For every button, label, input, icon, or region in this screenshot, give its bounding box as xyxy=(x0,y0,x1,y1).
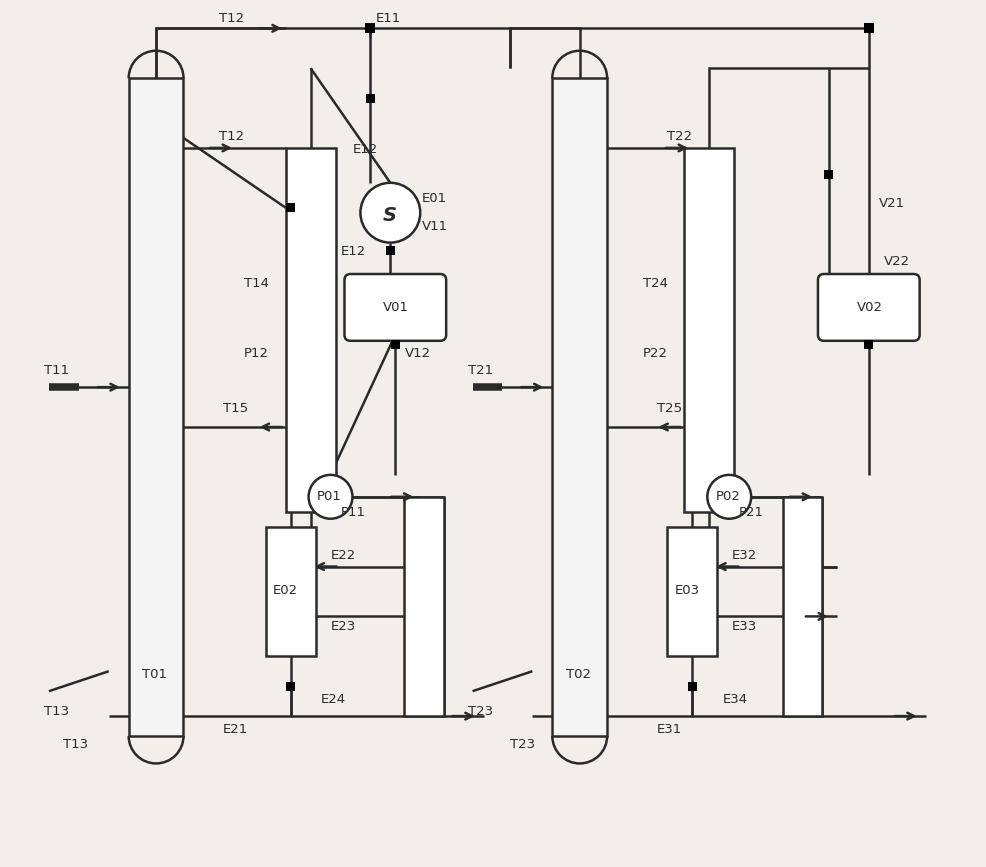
Text: T23: T23 xyxy=(467,705,492,718)
Bar xyxy=(864,341,873,349)
Text: P11: P11 xyxy=(340,505,365,518)
Text: E32: E32 xyxy=(732,549,756,562)
Text: E22: E22 xyxy=(330,549,355,562)
Text: E02: E02 xyxy=(272,584,298,597)
Bar xyxy=(386,246,394,255)
Bar xyxy=(285,148,335,512)
Text: V21: V21 xyxy=(878,197,904,210)
Text: T22: T22 xyxy=(667,130,691,143)
Text: E31: E31 xyxy=(657,723,681,736)
Text: P12: P12 xyxy=(244,347,268,360)
FancyBboxPatch shape xyxy=(817,274,919,341)
Text: T02: T02 xyxy=(565,668,591,681)
Text: T23: T23 xyxy=(510,738,534,751)
Text: T12: T12 xyxy=(219,130,244,143)
Text: T13: T13 xyxy=(44,705,69,718)
Text: T24: T24 xyxy=(642,277,667,290)
Text: T11: T11 xyxy=(44,364,69,377)
Text: T01: T01 xyxy=(142,668,167,681)
Bar xyxy=(683,148,734,512)
Text: T21: T21 xyxy=(467,364,492,377)
Text: T12: T12 xyxy=(219,12,244,25)
Circle shape xyxy=(360,183,420,243)
Text: E11: E11 xyxy=(375,12,400,25)
Circle shape xyxy=(309,475,352,518)
Text: E03: E03 xyxy=(673,584,699,597)
Bar xyxy=(286,203,295,212)
Bar xyxy=(823,170,832,179)
Text: V12: V12 xyxy=(405,347,431,360)
Text: E33: E33 xyxy=(732,621,756,634)
Bar xyxy=(265,526,316,656)
Text: E01: E01 xyxy=(422,192,447,205)
Bar xyxy=(863,23,873,33)
Bar xyxy=(366,94,375,102)
Text: E21: E21 xyxy=(223,723,247,736)
Bar xyxy=(365,23,375,33)
Text: T15: T15 xyxy=(223,402,247,415)
Bar xyxy=(552,78,606,736)
Text: P22: P22 xyxy=(642,347,667,360)
Text: E34: E34 xyxy=(722,693,746,706)
Text: V01: V01 xyxy=(383,302,409,315)
Bar xyxy=(128,78,183,736)
Bar xyxy=(403,497,444,716)
Circle shape xyxy=(707,475,750,518)
Bar xyxy=(687,681,696,691)
Bar xyxy=(286,681,295,691)
Text: S: S xyxy=(382,205,396,225)
Text: P02: P02 xyxy=(715,490,740,503)
Text: E23: E23 xyxy=(330,621,355,634)
Text: E12: E12 xyxy=(352,143,378,156)
Text: V02: V02 xyxy=(856,302,881,315)
Bar xyxy=(390,341,399,349)
Text: V22: V22 xyxy=(882,255,909,268)
Text: E12: E12 xyxy=(340,244,366,257)
Bar xyxy=(782,497,821,716)
Text: P21: P21 xyxy=(739,505,763,518)
Text: P01: P01 xyxy=(317,490,341,503)
Bar xyxy=(667,526,717,656)
Text: E24: E24 xyxy=(320,693,345,706)
Text: T25: T25 xyxy=(657,402,681,415)
Text: T13: T13 xyxy=(63,738,89,751)
Text: T14: T14 xyxy=(244,277,268,290)
Text: V11: V11 xyxy=(422,219,448,232)
FancyBboxPatch shape xyxy=(344,274,446,341)
